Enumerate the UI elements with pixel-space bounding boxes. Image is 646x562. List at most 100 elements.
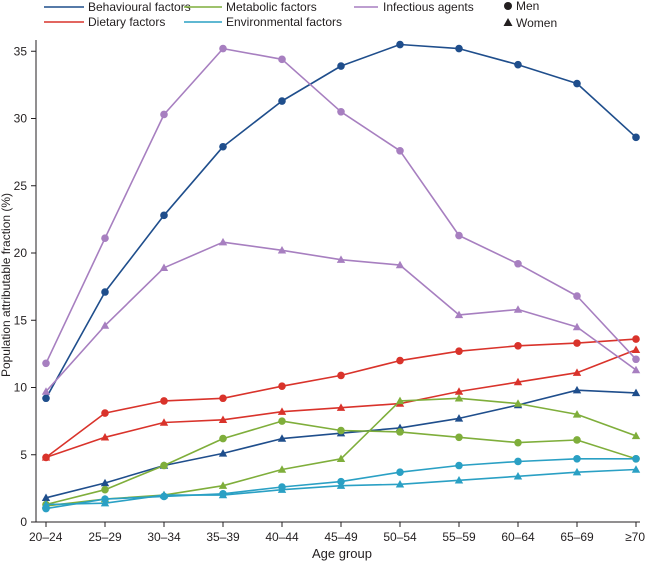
data-point-circle [219, 142, 227, 151]
legend-item-behavioural: Behavioural factors [44, 0, 191, 14]
series-metabolic-men [42, 417, 640, 509]
legend-marker-triangle [503, 18, 513, 26]
legend: Behavioural factors Dietary factors Meta… [44, 0, 557, 30]
data-point-triangle [159, 490, 169, 499]
series-infectious-men [42, 44, 640, 368]
legend-item-metabolic: Metabolic factors [184, 0, 317, 14]
series-infectious-women [41, 237, 641, 395]
legend-item-dietary: Dietary factors [44, 15, 165, 29]
data-point-triangle [218, 449, 228, 457]
legend-item-women: Women [503, 16, 557, 30]
data-point-triangle [454, 476, 464, 484]
y-tick-label: 30 [14, 112, 28, 126]
data-point-triangle [218, 237, 228, 246]
data-point-circle [455, 433, 463, 442]
x-tick-label: 55–59 [442, 530, 476, 544]
data-point-circle [632, 133, 640, 142]
data-point-circle [455, 231, 463, 240]
series-line [45, 241, 637, 393]
data-point-circle [160, 211, 168, 220]
data-point-circle [219, 44, 227, 53]
data-point-triangle [100, 478, 110, 487]
data-point-circle [573, 79, 581, 88]
data-point-circle [42, 394, 50, 403]
data-point-triangle [277, 434, 287, 442]
data-point-triangle [572, 467, 582, 476]
legend-label-metabolic: Metabolic factors [226, 0, 317, 14]
legend-label-behavioural: Behavioural factors [88, 0, 191, 14]
data-point-circle [396, 356, 404, 365]
series-dietary-men [42, 335, 640, 462]
x-tick-label: ≥70 [625, 530, 645, 544]
data-point-circle [337, 426, 345, 435]
x-tick-label: 45–49 [324, 530, 358, 544]
x-axis-title: Age group [312, 546, 372, 561]
data-point-triangle [159, 418, 169, 426]
data-point-circle [514, 259, 522, 268]
data-point-triangle [631, 431, 641, 440]
y-tick-label: 10 [14, 381, 28, 395]
y-tick-label: 35 [14, 44, 28, 58]
data-point-triangle [395, 396, 405, 405]
legend-label-women: Women [516, 16, 557, 30]
data-point-circle [42, 359, 50, 368]
data-point-triangle [277, 407, 287, 415]
data-point-triangle [454, 394, 464, 402]
x-tick-label: 30–34 [147, 530, 181, 544]
data-point-circle [278, 382, 286, 390]
data-point-circle [160, 110, 168, 119]
data-point-circle [573, 454, 581, 463]
series-environmental-women [41, 465, 641, 508]
data-point-circle [396, 428, 404, 436]
y-ticks: 0 5 10 15 20 25 30 35 [14, 44, 36, 529]
x-tick-label: 50–54 [383, 530, 417, 544]
y-tick-label: 15 [14, 313, 28, 327]
data-point-triangle [336, 403, 346, 411]
data-point-triangle [572, 385, 582, 394]
data-point-circle [632, 335, 640, 343]
data-point-triangle [513, 305, 523, 313]
data-point-triangle [41, 453, 51, 461]
data-point-circle [160, 461, 168, 470]
data-point-triangle [218, 415, 228, 423]
y-tick-label: 20 [14, 246, 28, 260]
data-point-circle [278, 417, 286, 425]
data-point-triangle [336, 454, 346, 462]
data-point-circle [101, 234, 109, 243]
data-point-triangle [454, 387, 464, 395]
data-point-circle [514, 60, 522, 69]
data-point-circle [278, 97, 286, 105]
data-point-triangle [218, 490, 228, 499]
data-point-circle [101, 409, 109, 417]
x-tick-label: 20–24 [29, 530, 63, 544]
data-point-circle [455, 44, 463, 53]
data-point-circle [337, 371, 345, 380]
data-point-triangle [100, 433, 110, 441]
series-dietary-women [41, 345, 641, 461]
data-point-triangle [336, 481, 346, 489]
legend-label-dietary: Dietary factors [88, 15, 165, 29]
data-point-circle [396, 468, 404, 477]
legend-marker-circle [504, 2, 512, 10]
data-point-triangle [100, 321, 110, 329]
data-point-circle [219, 434, 227, 443]
data-point-triangle [631, 365, 641, 374]
data-point-circle [101, 485, 109, 494]
data-point-triangle [631, 388, 641, 397]
x-tick-label: 60–64 [501, 530, 535, 544]
data-point-triangle [100, 498, 110, 507]
legend-item-men: Men [504, 0, 539, 13]
y-tick-label: 0 [20, 515, 27, 529]
data-point-circle [514, 438, 522, 447]
data-point-triangle [41, 500, 51, 508]
data-point-triangle [513, 472, 523, 480]
data-point-triangle [454, 310, 464, 319]
data-point-circle [514, 457, 522, 466]
data-point-triangle [395, 260, 405, 269]
data-point-circle [632, 454, 640, 463]
legend-item-environmental: Environmental factors [184, 15, 342, 29]
data-point-circle [455, 461, 463, 470]
data-point-triangle [218, 481, 228, 489]
series-layer [41, 40, 641, 513]
series-line [45, 397, 637, 507]
